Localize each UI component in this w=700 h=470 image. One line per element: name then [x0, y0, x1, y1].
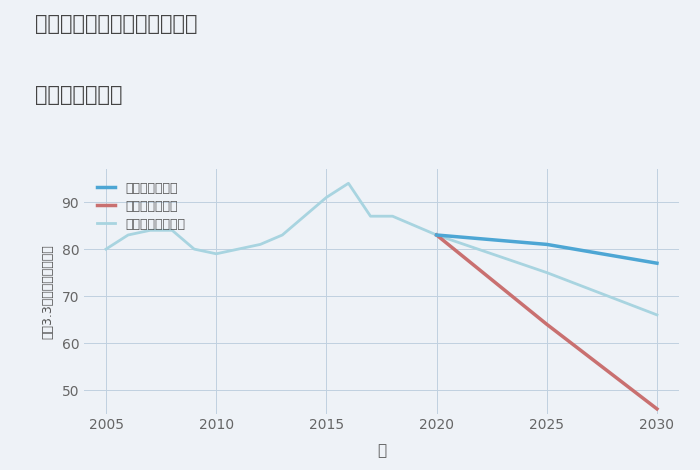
- X-axis label: 年: 年: [377, 444, 386, 459]
- Text: 土地の価格推移: 土地の価格推移: [35, 85, 122, 105]
- Y-axis label: 坪（3.3㎡）単価（万円）: 坪（3.3㎡）単価（万円）: [41, 244, 55, 339]
- Text: 兵庫県神戸市兵庫区楠谷町の: 兵庫県神戸市兵庫区楠谷町の: [35, 14, 197, 34]
- Legend: グッドシナリオ, バッドシナリオ, ノーマルシナリオ: グッドシナリオ, バッドシナリオ, ノーマルシナリオ: [90, 175, 192, 237]
